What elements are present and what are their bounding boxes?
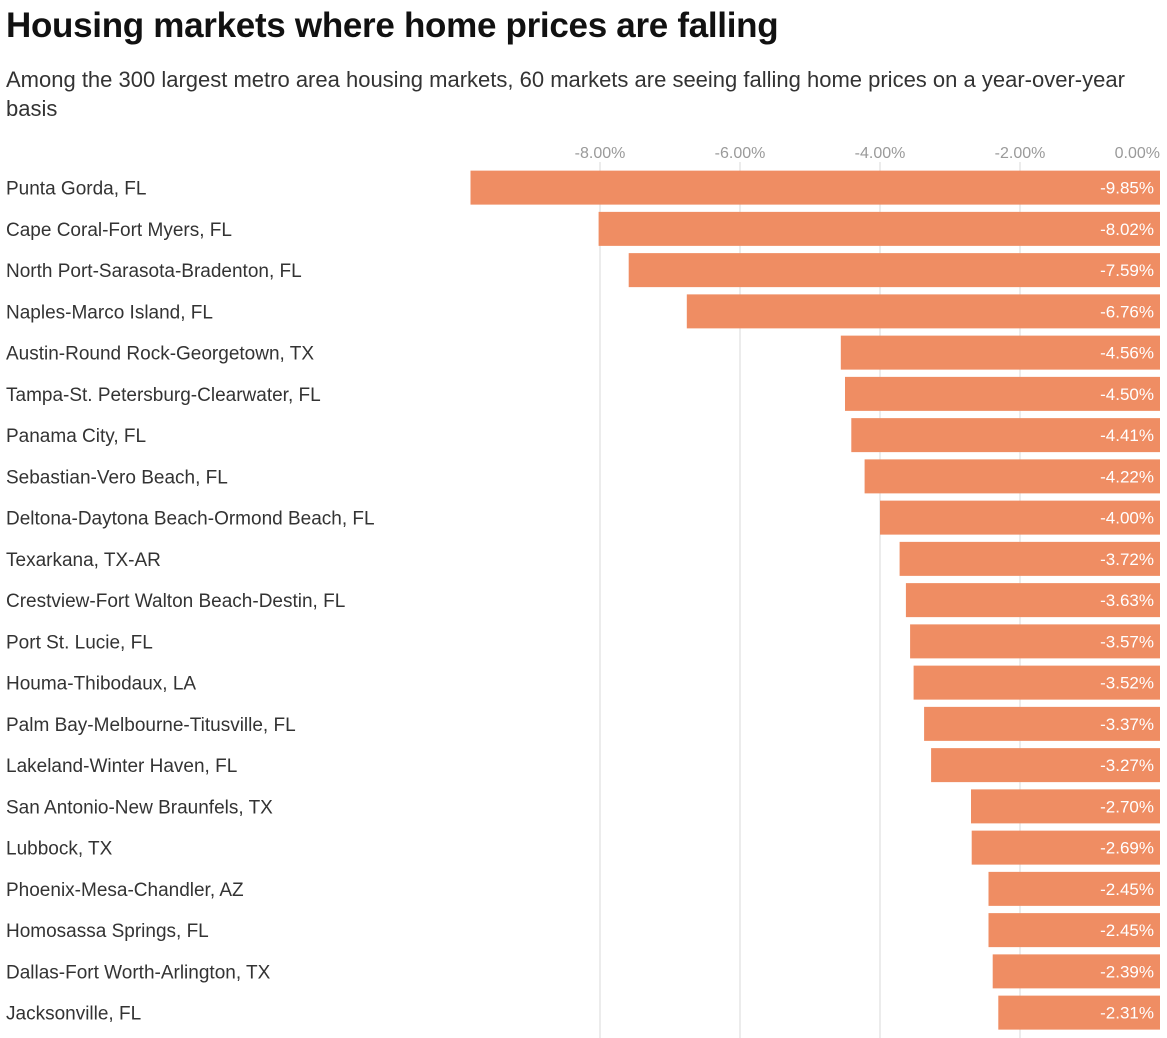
bar bbox=[899, 541, 1160, 576]
value-label: -7.59% bbox=[1100, 261, 1154, 280]
category-label: Houma-Thibodaux, LA bbox=[6, 674, 196, 695]
bar bbox=[840, 335, 1160, 370]
bar bbox=[913, 665, 1160, 700]
category-label: Naples-Marco Island, FL bbox=[6, 302, 213, 323]
value-label: -2.45% bbox=[1100, 921, 1154, 940]
category-label: Homosassa Springs, FL bbox=[6, 921, 209, 942]
bar bbox=[864, 459, 1160, 494]
value-label: -3.57% bbox=[1100, 632, 1154, 651]
value-label: -4.41% bbox=[1100, 426, 1154, 445]
value-label: -3.37% bbox=[1100, 715, 1154, 734]
value-label: -6.76% bbox=[1100, 302, 1154, 321]
value-label: -2.45% bbox=[1100, 880, 1154, 899]
value-label: -3.52% bbox=[1100, 674, 1154, 693]
category-label: Punta Gorda, FL bbox=[6, 179, 146, 200]
category-label: Jacksonville, FL bbox=[6, 1004, 141, 1025]
category-label: Panama City, FL bbox=[6, 426, 146, 447]
bar bbox=[628, 253, 1160, 288]
value-label: -4.50% bbox=[1100, 385, 1154, 404]
value-label: -2.39% bbox=[1100, 962, 1154, 981]
value-label: -2.31% bbox=[1100, 1004, 1154, 1023]
value-label: -8.02% bbox=[1100, 220, 1154, 239]
bar bbox=[470, 170, 1160, 205]
x-tick-label: -8.00% bbox=[575, 145, 626, 162]
bar bbox=[998, 995, 1160, 1030]
bar bbox=[910, 624, 1160, 659]
x-tick-label: 0.00% bbox=[1115, 145, 1160, 162]
bar bbox=[988, 913, 1160, 948]
category-label: Texarkana, TX-AR bbox=[6, 550, 161, 571]
chart-subtitle: Among the 300 largest metro area housing… bbox=[6, 67, 1125, 121]
bar bbox=[924, 706, 1160, 741]
category-label: Crestview-Fort Walton Beach-Destin, FL bbox=[6, 591, 345, 612]
value-label: -2.69% bbox=[1100, 839, 1154, 858]
category-label: Dallas-Fort Worth-Arlington, TX bbox=[6, 962, 271, 983]
category-label: San Antonio-New Braunfels, TX bbox=[6, 797, 273, 818]
bar bbox=[992, 954, 1160, 989]
category-labels: Punta Gorda, FL Cape Coral-Fort Myers, FL… bbox=[6, 179, 375, 1025]
bar bbox=[598, 211, 1160, 246]
bars bbox=[470, 170, 1160, 1030]
bar bbox=[931, 748, 1160, 783]
bar bbox=[988, 871, 1160, 906]
category-label: Phoenix-Mesa-Chandler, AZ bbox=[6, 880, 244, 901]
value-labels: -9.85% -8.02% -7.59% -6.76% -4.56% -4.50% -4.4… bbox=[1100, 179, 1154, 1023]
value-label: -3.72% bbox=[1100, 550, 1154, 569]
category-label: Tampa-St. Petersburg-Clearwater, FL bbox=[6, 385, 321, 406]
bar bbox=[851, 418, 1160, 453]
x-tick-label: -2.00% bbox=[995, 145, 1046, 162]
category-label: Sebastian-Vero Beach, FL bbox=[6, 467, 228, 488]
category-label: Austin-Round Rock-Georgetown, TX bbox=[6, 344, 314, 365]
x-tick-label: -6.00% bbox=[715, 145, 766, 162]
value-label: -4.22% bbox=[1100, 467, 1154, 486]
category-label: Lubbock, TX bbox=[6, 839, 113, 860]
value-label: -3.63% bbox=[1100, 591, 1154, 610]
value-label: -4.00% bbox=[1100, 509, 1154, 528]
bar bbox=[971, 830, 1160, 865]
category-label: Palm Bay-Melbourne-Titusville, FL bbox=[6, 715, 296, 736]
category-label: North Port-Sarasota-Bradenton, FL bbox=[6, 261, 302, 282]
bar bbox=[971, 789, 1160, 824]
category-label: Deltona-Daytona Beach-Ormond Beach, FL bbox=[6, 509, 375, 530]
x-axis-ticks: -8.00% -6.00% -4.00% -2.00% 0.00% bbox=[575, 145, 1160, 162]
bar bbox=[845, 376, 1160, 411]
value-label: -3.27% bbox=[1100, 756, 1154, 775]
value-label: -9.85% bbox=[1100, 179, 1154, 198]
chart-title: Housing markets where home prices are fa… bbox=[6, 6, 779, 45]
bar bbox=[880, 500, 1160, 535]
x-tick-label: -4.00% bbox=[855, 145, 906, 162]
bar bbox=[686, 294, 1160, 329]
category-label: Port St. Lucie, FL bbox=[6, 632, 153, 653]
category-label: Cape Coral-Fort Myers, FL bbox=[6, 220, 232, 241]
bar bbox=[905, 583, 1160, 618]
value-label: -4.56% bbox=[1100, 344, 1154, 363]
value-label: -2.70% bbox=[1100, 797, 1154, 816]
category-label: Lakeland-Winter Haven, FL bbox=[6, 756, 237, 777]
